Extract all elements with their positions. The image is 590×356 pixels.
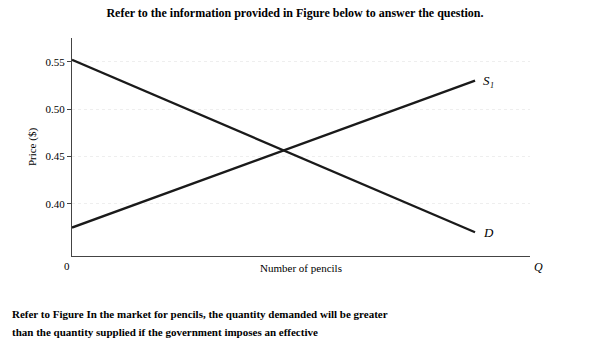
svg-text:Number of pencils: Number of pencils: [260, 262, 342, 274]
svg-text:Price ($): Price ($): [26, 128, 39, 167]
svg-text:Q: Q: [534, 260, 543, 274]
svg-text:0.50: 0.50: [46, 103, 66, 115]
svg-text:0: 0: [64, 260, 70, 272]
svg-text:0.45: 0.45: [46, 150, 66, 162]
svg-text:D: D: [483, 225, 494, 240]
svg-text:than the quantity supplied if: than the quantity supplied if the govern…: [12, 326, 318, 338]
svg-text:S₁: S₁: [483, 73, 494, 88]
svg-text:Refer to the information provi: Refer to the information provided in Fig…: [106, 6, 483, 20]
svg-text:0.55: 0.55: [46, 56, 66, 68]
svg-text:0.40: 0.40: [46, 198, 66, 210]
svg-text:Refer to Figure In the market: Refer to Figure In the market for pencil…: [12, 308, 388, 320]
